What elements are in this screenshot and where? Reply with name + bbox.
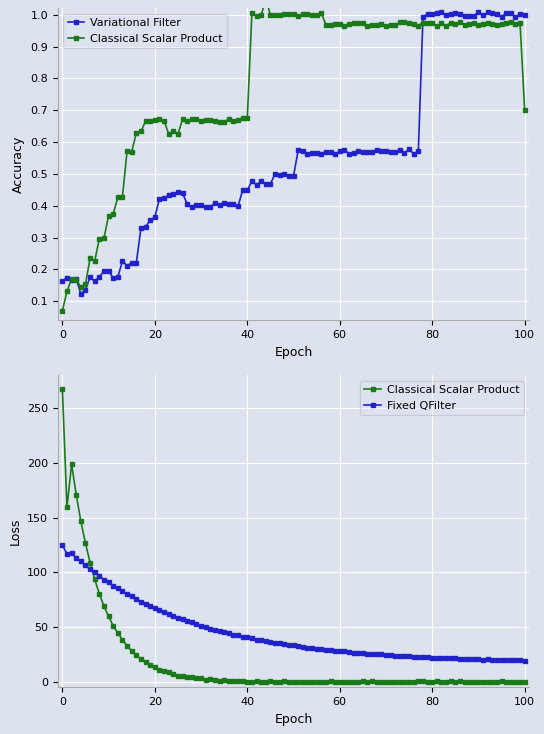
Classical Scalar Product	[59, 385, 66, 393]
Fixed QFilter	[337, 647, 343, 655]
Classical Scalar Product	[276, 11, 283, 20]
Classical Scalar Product	[411, 677, 417, 686]
Classical Scalar Product	[521, 677, 528, 686]
Legend: Classical Scalar Product, Fixed QFilter: Classical Scalar Product, Fixed QFilter	[360, 381, 524, 415]
Variational Filter	[180, 189, 186, 197]
Variational Filter	[276, 170, 283, 179]
Fixed QFilter	[406, 652, 412, 661]
Classical Scalar Product	[91, 257, 98, 266]
Variational Filter	[78, 290, 84, 299]
Line: Fixed QFilter: Fixed QFilter	[60, 543, 527, 663]
Variational Filter	[475, 8, 481, 17]
Line: Variational Filter: Variational Filter	[60, 10, 527, 297]
Variational Filter	[59, 277, 66, 286]
Fixed QFilter	[272, 639, 279, 647]
Variational Filter	[387, 148, 394, 156]
Classical Scalar Product	[411, 20, 417, 29]
Classical Scalar Product	[341, 677, 348, 686]
Y-axis label: Accuracy: Accuracy	[12, 136, 24, 193]
Fixed QFilter	[521, 656, 528, 665]
Fixed QFilter	[91, 568, 98, 577]
Classical Scalar Product	[263, 0, 269, 3]
Fixed QFilter	[383, 651, 390, 660]
Classical Scalar Product	[521, 106, 528, 115]
Classical Scalar Product	[59, 306, 66, 315]
Classical Scalar Product	[175, 671, 181, 680]
X-axis label: Epoch: Epoch	[274, 346, 313, 359]
Variational Filter	[341, 145, 348, 154]
Classical Scalar Product	[175, 129, 181, 138]
Fixed QFilter	[175, 614, 181, 622]
Line: Classical Scalar Product: Classical Scalar Product	[60, 386, 527, 684]
Classical Scalar Product	[276, 677, 283, 686]
Classical Scalar Product	[387, 677, 394, 686]
Variational Filter	[96, 272, 103, 281]
Classical Scalar Product	[387, 21, 394, 29]
Classical Scalar Product	[91, 575, 98, 584]
Classical Scalar Product	[341, 22, 348, 31]
Classical Scalar Product	[272, 677, 279, 686]
X-axis label: Epoch: Epoch	[274, 713, 313, 726]
Variational Filter	[521, 11, 528, 20]
Fixed QFilter	[59, 541, 66, 550]
Variational Filter	[411, 150, 417, 159]
Legend: Variational Filter, Classical Scalar Product: Variational Filter, Classical Scalar Pro…	[63, 14, 227, 48]
Line: Classical Scalar Product: Classical Scalar Product	[60, 0, 527, 313]
Y-axis label: Loss: Loss	[8, 517, 21, 545]
